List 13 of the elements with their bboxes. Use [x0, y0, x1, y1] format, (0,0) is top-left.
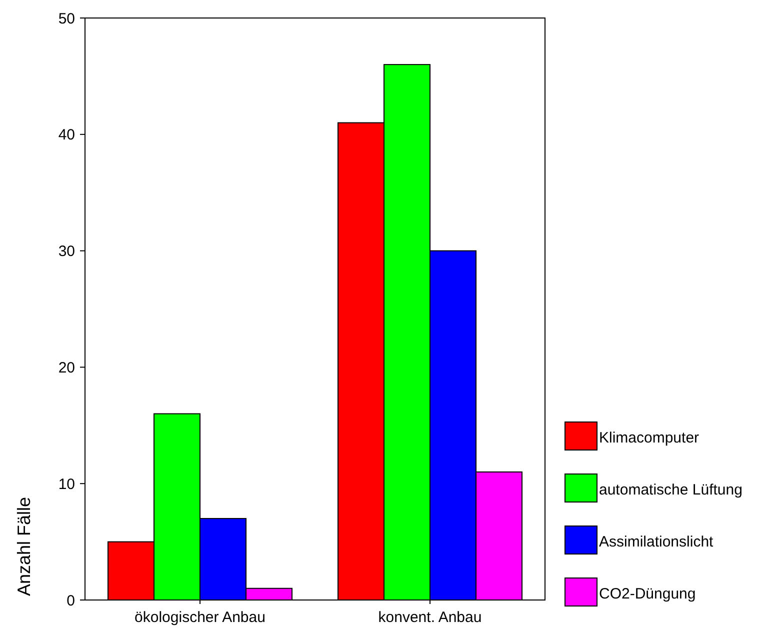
y-axis-title: Anzahl Fälle	[14, 496, 34, 596]
x-tick-label: konvent. Anbau	[378, 609, 482, 626]
y-tick-label: 0	[66, 592, 75, 610]
legend-label: CO2-Düngung	[599, 585, 696, 602]
legend-label: Klimacomputer	[599, 429, 700, 446]
x-tick-label: ökologischer Anbau	[134, 609, 266, 626]
legend-label: automatische Lüftung	[599, 481, 742, 498]
y-tick-label: 50	[58, 10, 75, 28]
y-tick-label: 20	[58, 359, 75, 376]
y-tick-label: 30	[58, 243, 75, 260]
y-tick-label: 10	[58, 476, 75, 493]
y-tick-label: 40	[58, 126, 75, 144]
legend-label: Assimilationslicht	[599, 533, 714, 550]
